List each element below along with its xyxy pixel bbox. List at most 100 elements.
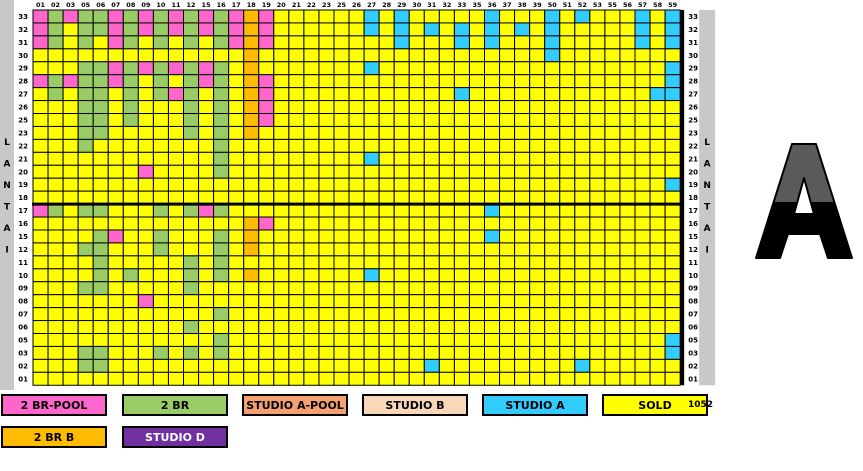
unit-cell[interactable]	[273, 22, 290, 37]
unit-cell[interactable]	[198, 48, 215, 63]
unit-cell[interactable]	[589, 242, 606, 257]
unit-cell[interactable]	[408, 255, 425, 270]
unit-cell[interactable]	[32, 268, 49, 283]
unit-cell[interactable]	[318, 48, 335, 63]
unit-cell[interactable]	[484, 113, 501, 127]
unit-cell[interactable]	[529, 22, 546, 37]
unit-cell[interactable]	[514, 35, 531, 50]
unit-cell[interactable]	[468, 113, 486, 127]
unit-cell[interactable]	[167, 35, 184, 50]
unit-cell[interactable]	[273, 35, 290, 50]
unit-cell[interactable]	[303, 190, 320, 205]
unit-cell[interactable]	[664, 61, 681, 76]
unit-cell[interactable]	[453, 113, 470, 127]
unit-cell[interactable]	[438, 203, 455, 218]
unit-cell[interactable]	[92, 48, 109, 63]
unit-cell[interactable]	[122, 229, 139, 244]
unit-cell[interactable]	[77, 203, 94, 218]
unit-cell[interactable]	[529, 190, 546, 205]
unit-cell[interactable]	[152, 177, 169, 192]
unit-cell[interactable]	[107, 61, 124, 76]
unit-cell[interactable]	[544, 125, 561, 140]
unit-cell[interactable]	[484, 151, 501, 166]
unit-cell[interactable]	[318, 333, 335, 347]
unit-cell[interactable]	[499, 138, 516, 153]
unit-cell[interactable]	[453, 203, 470, 218]
unit-cell[interactable]	[649, 151, 666, 166]
unit-cell[interactable]	[574, 125, 591, 140]
unit-cell[interactable]	[529, 345, 546, 360]
unit-cell[interactable]	[484, 87, 501, 102]
unit-cell[interactable]	[559, 35, 576, 50]
unit-cell[interactable]	[228, 320, 245, 334]
unit-cell[interactable]	[393, 229, 410, 244]
legend-2br-pool[interactable]: 2 BR-POOL	[1, 394, 107, 416]
unit-cell[interactable]	[213, 151, 230, 166]
unit-cell[interactable]	[393, 22, 410, 37]
unit-cell[interactable]	[559, 345, 576, 360]
unit-cell[interactable]	[167, 216, 184, 231]
unit-cell[interactable]	[559, 203, 576, 218]
unit-cell[interactable]	[529, 216, 546, 231]
unit-cell[interactable]	[183, 125, 200, 140]
unit-cell[interactable]	[92, 242, 109, 257]
unit-cell[interactable]	[393, 333, 410, 347]
unit-cell[interactable]	[634, 9, 651, 24]
unit-cell[interactable]	[544, 113, 561, 127]
unit-cell[interactable]	[544, 320, 561, 334]
unit-cell[interactable]	[122, 268, 139, 283]
unit-cell[interactable]	[183, 358, 200, 373]
unit-cell[interactable]	[213, 268, 230, 283]
unit-cell[interactable]	[423, 61, 440, 76]
unit-cell[interactable]	[438, 281, 455, 296]
unit-cell[interactable]	[649, 164, 666, 179]
unit-cell[interactable]	[318, 177, 335, 192]
unit-cell[interactable]	[619, 281, 636, 296]
unit-cell[interactable]	[32, 333, 49, 347]
unit-cell[interactable]	[77, 177, 94, 192]
unit-cell[interactable]	[273, 138, 290, 153]
unit-cell[interactable]	[453, 87, 470, 102]
unit-cell[interactable]	[152, 307, 169, 322]
unit-cell[interactable]	[288, 203, 305, 218]
unit-cell[interactable]	[378, 138, 395, 153]
unit-cell[interactable]	[559, 151, 576, 166]
unit-cell[interactable]	[378, 87, 395, 102]
unit-cell[interactable]	[333, 177, 350, 192]
unit-cell[interactable]	[559, 307, 576, 322]
unit-cell[interactable]	[198, 294, 215, 309]
unit-cell[interactable]	[649, 74, 666, 89]
unit-cell[interactable]	[559, 358, 576, 373]
unit-cell[interactable]	[363, 255, 380, 270]
unit-cell[interactable]	[408, 113, 425, 127]
unit-cell[interactable]	[107, 151, 124, 166]
unit-cell[interactable]	[514, 320, 531, 334]
unit-cell[interactable]	[273, 268, 290, 283]
unit-cell[interactable]	[32, 229, 49, 244]
unit-cell[interactable]	[363, 320, 380, 334]
unit-cell[interactable]	[137, 255, 154, 270]
unit-cell[interactable]	[604, 294, 621, 309]
unit-cell[interactable]	[664, 125, 681, 140]
unit-cell[interactable]	[393, 87, 410, 102]
unit-cell[interactable]	[499, 216, 516, 231]
unit-cell[interactable]	[183, 48, 200, 63]
unit-cell[interactable]	[529, 138, 546, 153]
unit-cell[interactable]	[303, 164, 320, 179]
unit-cell[interactable]	[393, 48, 410, 63]
unit-cell[interactable]	[273, 74, 290, 89]
unit-cell[interactable]	[378, 281, 395, 296]
unit-cell[interactable]	[62, 320, 79, 334]
unit-cell[interactable]	[499, 22, 516, 37]
unit-cell[interactable]	[62, 371, 79, 386]
unit-cell[interactable]	[77, 61, 94, 76]
unit-cell[interactable]	[363, 61, 380, 76]
unit-cell[interactable]	[47, 242, 64, 257]
unit-cell[interactable]	[213, 255, 230, 270]
unit-cell[interactable]	[408, 22, 425, 37]
unit-cell[interactable]	[604, 35, 621, 50]
unit-cell[interactable]	[438, 74, 455, 89]
unit-cell[interactable]	[122, 242, 139, 257]
unit-cell[interactable]	[32, 100, 49, 115]
unit-cell[interactable]	[77, 74, 94, 89]
